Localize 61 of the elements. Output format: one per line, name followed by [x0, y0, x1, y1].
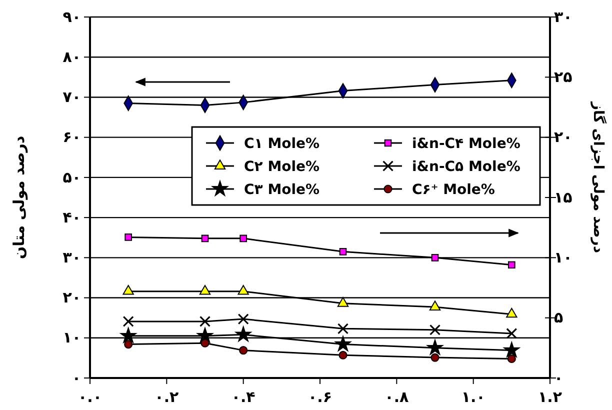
point	[426, 340, 444, 355]
point	[238, 284, 249, 295]
point	[506, 308, 518, 318]
y2-tick-label: ۵	[554, 308, 564, 327]
x-tick-label: ۰.۴	[231, 388, 256, 406]
point	[338, 350, 348, 360]
legend-label: i&n-C۴ Mole%	[412, 136, 520, 152]
point	[199, 316, 211, 327]
x-tick-label: ۰.۲	[154, 388, 179, 406]
y2-tick-label: ۳۰	[554, 8, 572, 26]
y2-tick-label: ۱۰	[554, 248, 572, 266]
point	[506, 328, 518, 340]
y2-axis-title: درصد مولی اجزای گاز	[590, 100, 607, 254]
legend-label: C۲ Mole%	[244, 159, 320, 175]
x-tick-label: ۱.۰	[461, 388, 486, 406]
x-tick-label: ۱.۲	[538, 388, 562, 406]
y-tick-label: ۴۰	[62, 208, 81, 226]
legend-label: C۳ Mole%	[244, 182, 320, 198]
y-tick-label: ۸۰	[62, 48, 81, 66]
y-tick-label: ۱۰	[62, 328, 81, 347]
point	[504, 342, 520, 358]
y-tick-label: ۰	[72, 368, 81, 387]
point	[120, 327, 136, 343]
y-tick-label: ۵۰	[62, 168, 81, 186]
point	[240, 234, 247, 242]
point	[429, 324, 441, 336]
point	[199, 284, 211, 295]
point	[201, 234, 209, 242]
point	[124, 234, 132, 241]
y-tick-label: ۷۰	[62, 88, 81, 106]
point	[339, 248, 347, 256]
x-tick-label: ۰.۰	[78, 388, 102, 406]
y2-tick-label: ۰	[554, 368, 564, 387]
point	[239, 346, 248, 355]
point	[200, 338, 210, 348]
y2-tick-label: ۲۵	[554, 68, 572, 86]
y-tick-label: ۶۰	[62, 128, 81, 146]
point	[337, 297, 349, 307]
point	[235, 326, 252, 342]
y2-tick-label: ۲۰	[554, 128, 572, 146]
x-tick-label: ۰.۶	[308, 388, 332, 406]
point	[508, 261, 516, 269]
y-axis-title: درصد مولی متان	[10, 136, 28, 260]
point	[337, 323, 349, 334]
point	[334, 336, 352, 352]
point	[430, 353, 440, 362]
legend-label: i&n-C۵ Mole%	[412, 159, 520, 175]
point	[431, 254, 439, 262]
y-tick-label: ۳۰	[62, 248, 81, 266]
point	[122, 316, 134, 327]
point	[238, 314, 249, 325]
y2-tick-label: ۱۵	[554, 188, 572, 206]
point	[429, 300, 441, 310]
y-tick-label: ۲۰	[62, 288, 81, 307]
x-tick-label: ۰.۸	[384, 388, 409, 406]
legend-label: C۱ Mole%	[244, 136, 320, 152]
point	[122, 284, 134, 295]
legend-label: C۶⁺ Mole%	[412, 182, 495, 198]
y-tick-label: ۹۰	[62, 8, 81, 26]
point	[507, 354, 516, 364]
point	[124, 340, 133, 349]
